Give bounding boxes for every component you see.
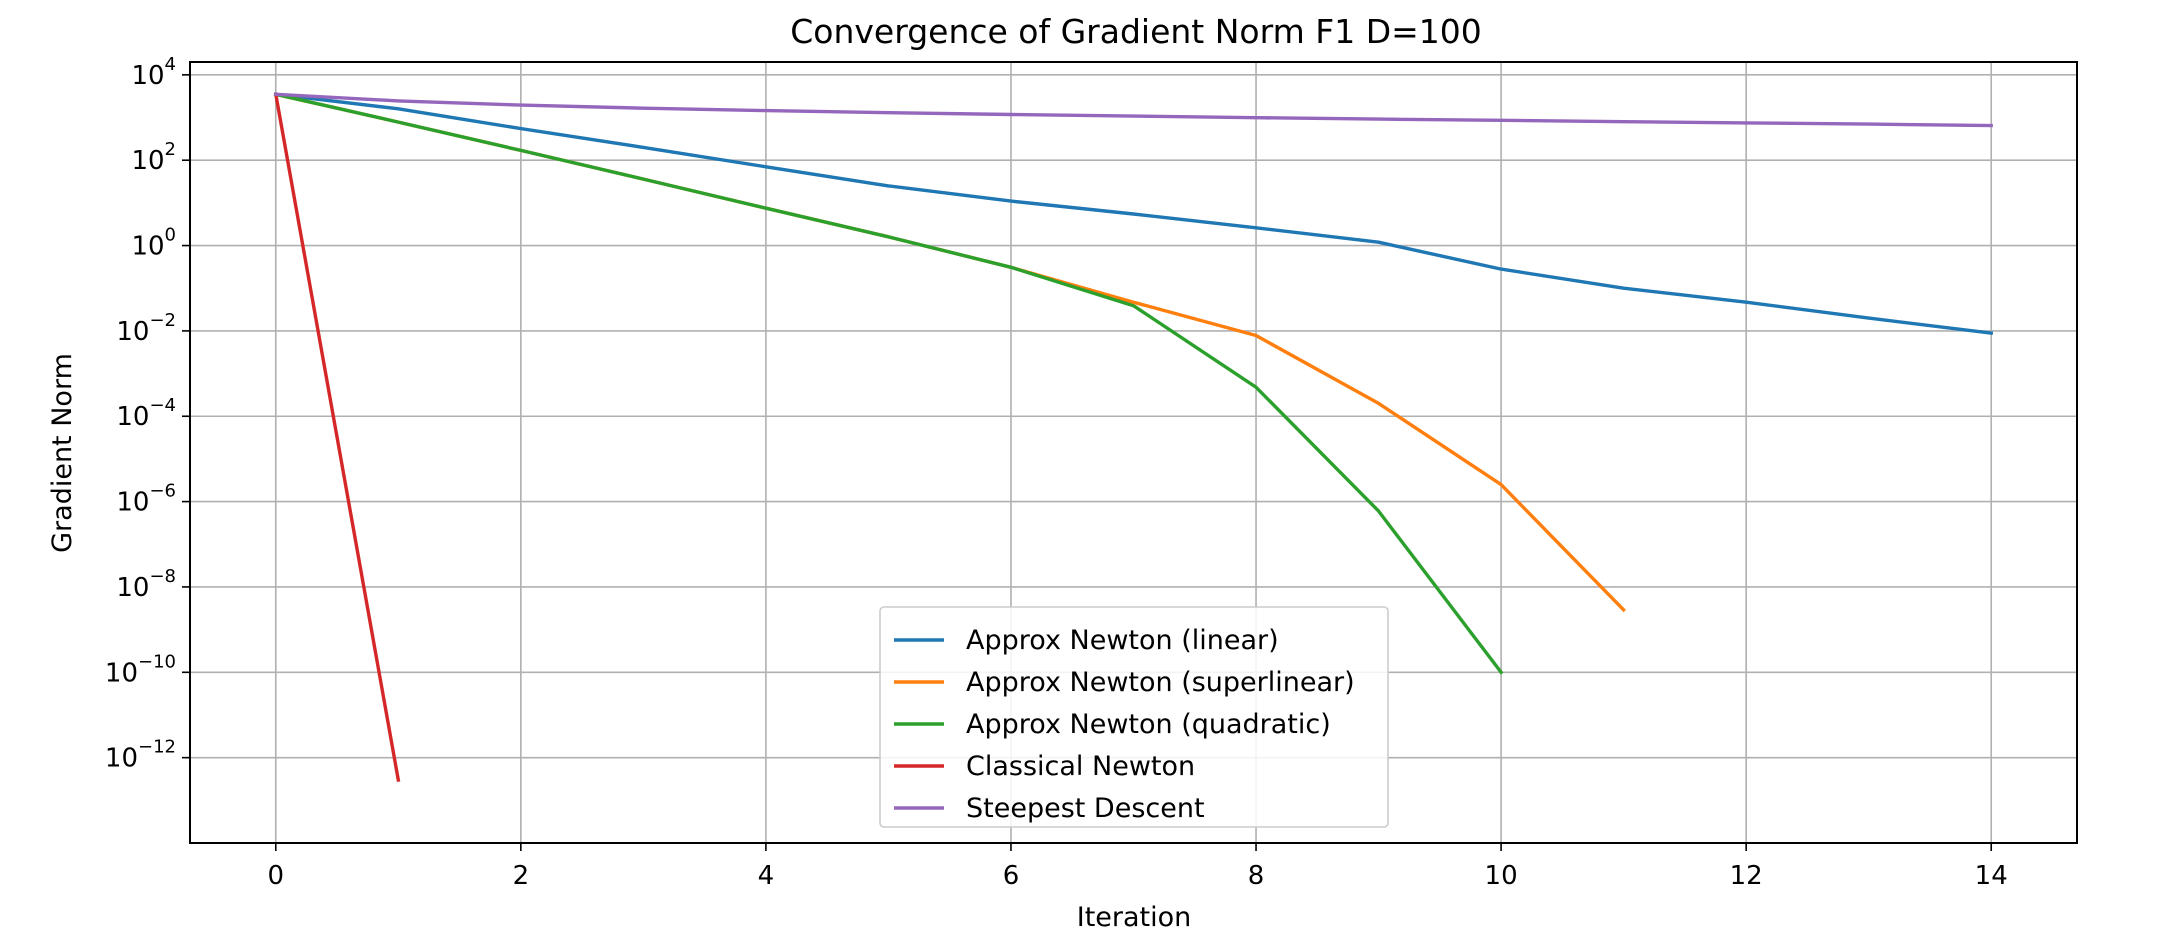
y-tick-label: 10−10	[105, 651, 176, 688]
legend: Approx Newton (linear) Approx Newton (sup…	[879, 606, 1389, 828]
y-tick-exponent: −2	[149, 310, 176, 331]
x-tick-label: 0	[267, 861, 284, 891]
legend-label: Approx Newton (superlinear)	[966, 667, 1355, 698]
legend-label: Approx Newton (linear)	[966, 625, 1279, 656]
y-tick-exponent: −12	[138, 737, 176, 758]
series-line-classical-newton	[273, 92, 401, 782]
x-axis-label: Iteration	[1077, 902, 1192, 933]
legend-label: Steepest Descent	[966, 793, 1205, 824]
y-tick-label: 10−4	[116, 395, 176, 432]
y-tick-base: 10	[116, 317, 149, 347]
y-tick-base: 10	[116, 402, 149, 432]
y-tick-base: 10	[116, 488, 149, 518]
x-tick-label: 4	[758, 861, 775, 891]
y-tick-exponent: 0	[165, 225, 176, 246]
x-ticks: 0 2 4 6 8 10 12 14	[267, 843, 2008, 891]
y-tick-base: 10	[116, 573, 149, 603]
y-tick-label: 102	[131, 139, 176, 176]
y-tick-base: 10	[131, 232, 164, 262]
y-tick-base: 10	[105, 658, 138, 688]
legend-box	[879, 606, 1389, 828]
grid	[190, 62, 2077, 843]
y-axis-label: Gradient Norm	[47, 353, 78, 553]
y-tick-exponent: −10	[138, 651, 176, 672]
x-tick-label: 10	[1485, 861, 1518, 891]
y-tick-label: 10−6	[116, 481, 176, 518]
y-tick-exponent: −4	[149, 395, 176, 416]
series-lines	[273, 92, 1994, 782]
y-tick-base: 10	[131, 146, 164, 176]
series-line-steepest-descent	[274, 92, 1993, 128]
x-tick-label: 14	[1975, 861, 2008, 891]
series-line-approx-newton-linear	[273, 92, 1994, 335]
plot-frame	[189, 61, 2078, 844]
y-tick-exponent: −8	[149, 566, 176, 587]
y-tick-label: 10−8	[116, 566, 176, 603]
x-tick-label: 8	[1248, 861, 1265, 891]
y-tick-exponent: 4	[165, 54, 176, 75]
x-tick-label: 12	[1730, 861, 1763, 891]
x-tick-label: 6	[1003, 861, 1020, 891]
legend-label: Classical Newton	[966, 751, 1195, 782]
series-line-approx-newton-quadratic	[273, 92, 1504, 675]
y-tick-base: 10	[131, 61, 164, 91]
y-tick-exponent: 2	[165, 139, 176, 160]
x-tick-label: 2	[513, 861, 530, 891]
legend-label: Approx Newton (quadratic)	[966, 709, 1331, 740]
y-tick-label: 100	[131, 225, 176, 262]
y-tick-label: 104	[131, 54, 176, 91]
y-tick-label: 10−2	[116, 310, 176, 347]
y-tick-base: 10	[105, 744, 138, 774]
y-tick-exponent: −6	[149, 481, 176, 502]
chart-title: Convergence of Gradient Norm F1 D=100	[790, 12, 1482, 51]
y-tick-label: 10−12	[105, 737, 176, 774]
